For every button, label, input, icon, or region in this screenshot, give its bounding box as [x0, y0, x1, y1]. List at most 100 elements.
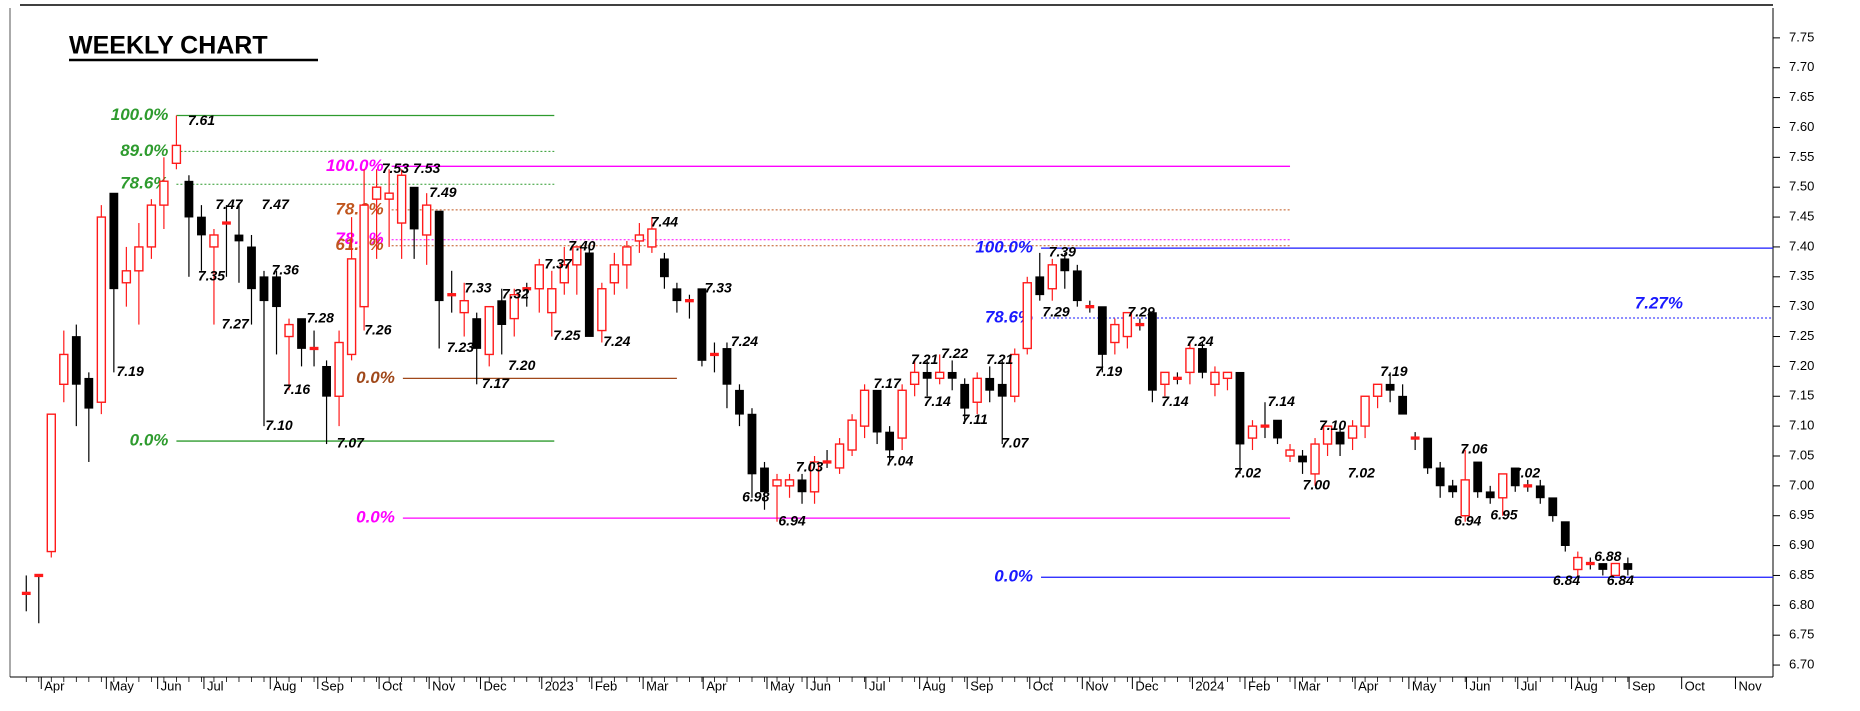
- candle-body: [1498, 473, 1508, 499]
- x-tick-label: Jul: [1521, 678, 1538, 693]
- candle-body: [922, 371, 932, 379]
- y-tick-label: 7.40: [1789, 238, 1814, 253]
- candle-body: [272, 276, 281, 308]
- price-label: 7.02: [1348, 465, 1375, 481]
- y-tick-label: 6.70: [1789, 656, 1814, 671]
- candle-body: [572, 246, 582, 266]
- candle-body: [1247, 425, 1258, 439]
- x-tick-label: 2024: [1195, 678, 1224, 693]
- price-label: 7.32: [502, 285, 529, 301]
- candle-body: [1585, 561, 1595, 566]
- x-tick-label: Aug: [923, 678, 946, 693]
- price-label: 6.94: [778, 512, 805, 528]
- candle-body: [171, 144, 182, 165]
- candle-body: [384, 192, 394, 200]
- candle-body: [710, 352, 719, 357]
- price-label: 7.02: [1234, 465, 1261, 481]
- candle-body: [985, 377, 995, 391]
- price-label: 7.27: [222, 315, 250, 331]
- price-label: 7.33: [464, 279, 491, 295]
- price-label: 7.14: [924, 393, 951, 409]
- candle-body: [947, 371, 957, 379]
- y-tick-label: 6.75: [1789, 627, 1814, 642]
- x-tick-label: Feb: [595, 678, 617, 693]
- candle-body: [1135, 322, 1145, 327]
- x-tick-label: May: [109, 678, 134, 693]
- candle-body: [322, 365, 331, 397]
- price-label: 7.19: [1095, 363, 1122, 379]
- fib-label: 0.0%: [994, 567, 1033, 586]
- price-label: 7.33: [705, 279, 732, 295]
- price-label: 7.07: [1001, 435, 1029, 451]
- y-tick-label: 7.65: [1789, 89, 1814, 104]
- price-label: 7.21: [986, 351, 1013, 367]
- candle-body: [1010, 353, 1020, 397]
- price-label: 7.00: [1303, 477, 1330, 493]
- price-label: 7.20: [508, 357, 535, 373]
- price-label: 7.19: [116, 363, 143, 379]
- candle-body: [747, 413, 757, 475]
- price-label: 7.10: [265, 417, 292, 433]
- candle-body: [184, 180, 194, 218]
- candle-body: [297, 318, 306, 349]
- price-label: 7.40: [568, 238, 595, 254]
- price-label: 7.49: [429, 184, 456, 200]
- candle-body: [1110, 323, 1120, 344]
- fib-label: 78.6%: [120, 174, 168, 193]
- x-tick-label: Nov: [1738, 678, 1762, 693]
- candle-body: [909, 371, 920, 386]
- candle-body: [1423, 437, 1433, 469]
- fib-label: 100.0%: [326, 156, 384, 175]
- candle-body: [346, 258, 357, 356]
- candle-body: [1510, 467, 1520, 487]
- candle-body: [697, 288, 707, 361]
- price-label: 7.17: [482, 375, 510, 391]
- y-tick-label: 7.05: [1789, 447, 1814, 462]
- candle-body: [1322, 425, 1333, 445]
- candle-body: [472, 318, 482, 349]
- candle-body: [509, 294, 519, 320]
- candle-body: [222, 221, 231, 225]
- candle-body: [685, 299, 694, 303]
- x-tick-label: Jun: [1469, 678, 1490, 693]
- candle-body: [997, 383, 1007, 397]
- price-label: 6.84: [1607, 572, 1634, 588]
- price-label: 6.98: [742, 489, 769, 505]
- y-tick-label: 6.80: [1789, 597, 1814, 612]
- candle-body: [409, 186, 419, 230]
- candle-body: [1147, 312, 1157, 391]
- price-label: 7.29: [1042, 303, 1069, 319]
- price-label: 7.06: [1460, 441, 1487, 457]
- candle-body: [234, 234, 244, 242]
- y-tick-label: 6.95: [1789, 507, 1814, 522]
- y-tick-label: 7.45: [1789, 209, 1814, 224]
- x-tick-label: 2023: [545, 678, 574, 693]
- price-label: 7.39: [1049, 244, 1076, 260]
- price-label: 7.61: [188, 112, 215, 128]
- candle-body: [459, 299, 469, 314]
- price-label: 7.44: [651, 214, 678, 230]
- x-tick-label: Jun: [161, 678, 182, 693]
- chart-title: WEEKLY CHART: [69, 32, 268, 60]
- candle-body: [872, 389, 882, 433]
- x-tick-label: Aug: [273, 678, 296, 693]
- candle-body: [547, 288, 557, 314]
- x-tick-label: Oct: [1033, 678, 1054, 693]
- price-label: 7.14: [1161, 393, 1188, 409]
- x-tick-label: Sep: [1632, 678, 1655, 693]
- candle-body: [1185, 347, 1195, 374]
- y-tick-label: 7.30: [1789, 298, 1814, 313]
- price-label: 7.37: [544, 256, 572, 272]
- price-label: 7.29: [1127, 303, 1154, 319]
- x-tick-label: Feb: [1248, 678, 1270, 693]
- candle-body: [1072, 270, 1082, 302]
- candle-body: [1298, 455, 1307, 463]
- x-tick-label: Apr: [44, 678, 65, 693]
- candle-body: [559, 264, 570, 284]
- x-tick-label: Sep: [321, 678, 344, 693]
- price-label: 7.24: [1186, 333, 1213, 349]
- candle-body: [247, 246, 256, 290]
- y-tick-label: 7.25: [1789, 328, 1814, 343]
- fib-label: 0.0%: [356, 368, 395, 387]
- x-tick-label: Mar: [646, 678, 669, 693]
